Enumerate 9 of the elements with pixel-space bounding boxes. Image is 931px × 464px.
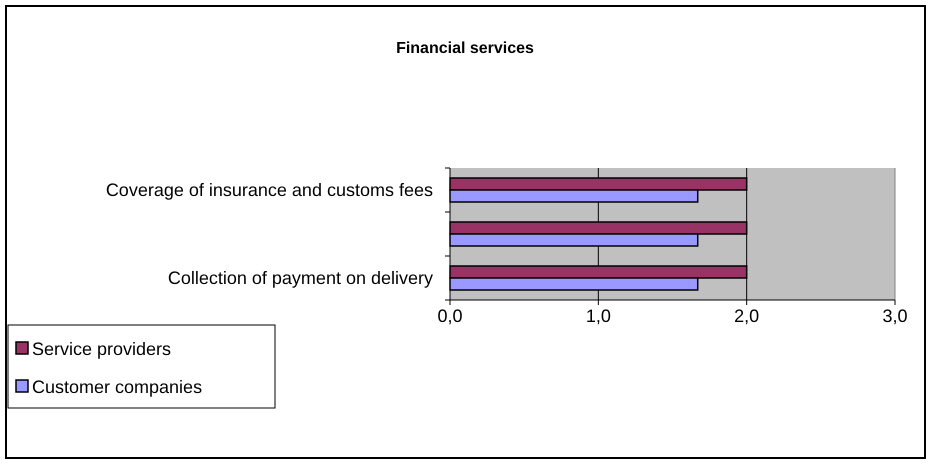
legend-label: Service providers bbox=[32, 339, 172, 359]
x-tick-label: 2,0 bbox=[734, 306, 760, 326]
x-tick-label: 0,0 bbox=[437, 306, 463, 326]
legend-label: Customer companies bbox=[32, 377, 202, 397]
x-tick-label: 1,0 bbox=[586, 306, 611, 326]
y-tick-label: Collection of payment on delivery bbox=[168, 268, 433, 288]
x-tick-label: 3,0 bbox=[882, 306, 908, 326]
y-tick-label: Coverage of insurance and customs fees bbox=[106, 180, 434, 200]
chart-title: Financial services bbox=[396, 40, 534, 57]
